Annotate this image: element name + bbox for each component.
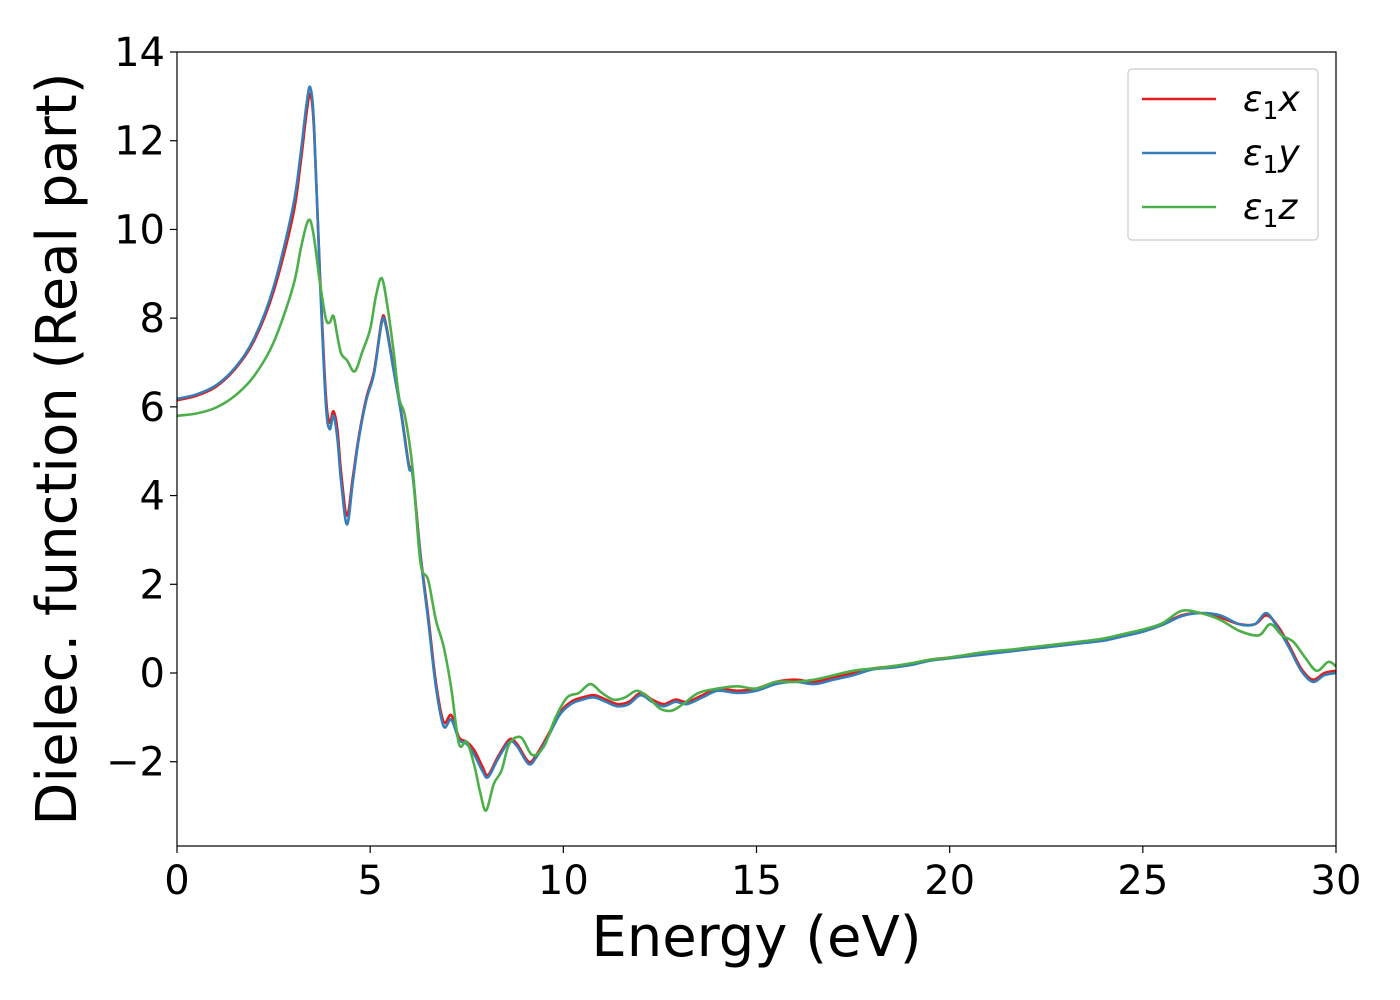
x-tick-label: 15 — [731, 858, 782, 904]
y-tick-label: 6 — [140, 385, 165, 431]
legend-label-x: ε1x — [1243, 79, 1300, 125]
y-tick-label: −2 — [106, 740, 165, 786]
legend: ε1x ε1y ε1z — [1127, 68, 1319, 241]
legend-box — [1127, 68, 1319, 241]
legend-label-z: ε1z — [1243, 187, 1298, 233]
series-layer — [177, 85, 1336, 812]
y-tick-label: 14 — [114, 30, 165, 76]
y-tick-label: 8 — [140, 296, 165, 342]
y-tick-label: 12 — [114, 119, 165, 165]
legend-label-y: ε1y — [1243, 133, 1300, 179]
x-tick-label: 30 — [1311, 858, 1362, 904]
y-tick-label: 4 — [140, 474, 165, 520]
ticks-layer: 0 5 10 15 20 25 30 −2 0 2 4 6 8 10 12 14 — [106, 30, 1361, 904]
y-tick-label: 10 — [114, 207, 165, 253]
y-tick-label: 2 — [140, 562, 165, 608]
series-line-z — [177, 218, 1336, 812]
y-tick-label: 0 — [140, 651, 165, 697]
y-axis-title: Dielec. function (Real part) — [25, 72, 90, 825]
x-tick-label: 25 — [1117, 858, 1168, 904]
x-tick-label: 5 — [357, 858, 382, 904]
x-axis-title: Energy (eV) — [591, 905, 921, 970]
x-tick-label: 10 — [538, 858, 589, 904]
series-line-y — [177, 85, 1336, 779]
x-tick-label: 0 — [164, 858, 189, 904]
x-tick-label: 20 — [924, 858, 975, 904]
